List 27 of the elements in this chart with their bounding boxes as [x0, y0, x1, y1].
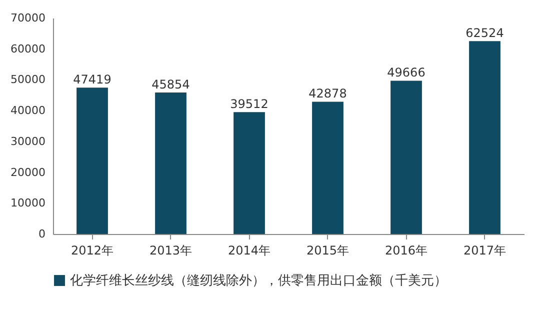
x-tick-label: 2013年 — [149, 244, 192, 258]
y-tick-label: 70000 — [10, 12, 46, 24]
x-tick-label: 2016年 — [384, 244, 428, 258]
y-tick-label: 10000 — [10, 196, 46, 210]
bar — [312, 102, 344, 234]
bar — [469, 41, 500, 234]
y-tick-label: 40000 — [10, 104, 46, 118]
data-label: 42878 — [308, 86, 347, 101]
x-tick-label: 2017年 — [463, 244, 506, 258]
y-tick-label: 60000 — [10, 42, 46, 56]
bar — [76, 88, 108, 234]
y-tick-label: 20000 — [10, 166, 46, 179]
y-tick-label: 50000 — [10, 73, 46, 86]
data-label: 47419 — [73, 72, 112, 87]
y-tick-label: 30000 — [10, 134, 46, 148]
data-label: 49666 — [387, 66, 426, 80]
x-tick-label: 2014年 — [228, 244, 271, 258]
x-tick-label: 2012年 — [70, 244, 114, 258]
legend-label: 化学纤维长丝纱线（缝纫线除外），供零售用出口金额（千美元） — [70, 272, 447, 288]
data-label: 45854 — [152, 78, 190, 92]
bar — [155, 92, 186, 234]
bar — [390, 80, 422, 234]
y-tick-label: 0 — [38, 228, 46, 240]
bar — [234, 112, 265, 234]
x-tick-label: 2015年 — [306, 244, 350, 258]
data-label: 39512 — [230, 97, 268, 112]
data-label: 62524 — [466, 26, 504, 40]
